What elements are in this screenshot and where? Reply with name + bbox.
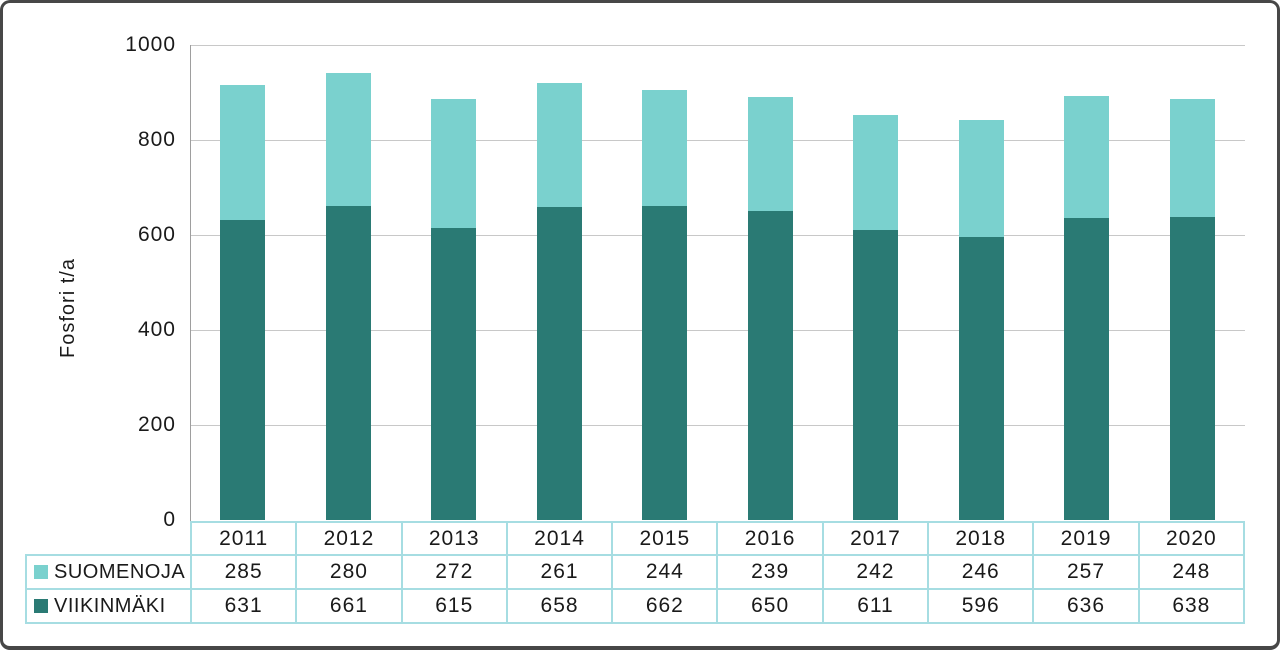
- gridline: [190, 235, 1245, 236]
- bar-segment-viikinmäki: [747, 211, 793, 520]
- gridline: [190, 330, 1245, 331]
- year-header-cell: 2016: [716, 521, 824, 556]
- bar-segment-viikinmäki: [1064, 218, 1110, 520]
- value-cell: 244: [611, 554, 719, 590]
- value-cell: 248: [1137, 554, 1246, 590]
- y-tick-label: 800: [137, 128, 176, 151]
- data-table: 2011 2012 2013 2014 2015 2016 2017 2018 2019 2020…: [25, 521, 1246, 624]
- year-header-cell: 2011: [189, 521, 298, 556]
- value-cell: 246: [927, 554, 1035, 590]
- gridline: [190, 45, 1245, 46]
- bar-segment-viikinmäki: [536, 207, 582, 520]
- bar-segment-suomenoja: [747, 97, 793, 211]
- bar-segment-suomenoja: [853, 115, 899, 230]
- y-axis-title: Fosfori t/a: [57, 258, 79, 358]
- bar-segment-suomenoja: [642, 90, 688, 206]
- year-header-cell: 2017: [821, 521, 930, 556]
- bar-segment-viikinmäki: [958, 237, 1004, 520]
- value-cell: 280: [295, 554, 403, 590]
- bar-segment-suomenoja: [220, 85, 266, 220]
- legend-series-label: SUOMENOJA: [54, 560, 186, 583]
- y-tick-label: 1000: [125, 33, 176, 56]
- bar-segment-viikinmäki: [853, 230, 899, 520]
- value-cell: 615: [400, 588, 508, 624]
- year-header-cell: 2015: [611, 521, 719, 556]
- year-header-cell: 2020: [1137, 521, 1246, 556]
- bar-segment-suomenoja: [1064, 96, 1110, 218]
- value-cell: 272: [400, 554, 508, 590]
- bar-segment-suomenoja: [325, 73, 371, 206]
- value-cell: 631: [189, 588, 298, 624]
- year-header-cell: 2018: [927, 521, 1035, 556]
- gridline: [190, 425, 1245, 426]
- bar-segment-suomenoja: [1169, 99, 1215, 217]
- bar-segment-viikinmäki: [1169, 217, 1215, 520]
- bar-segment-suomenoja: [431, 99, 477, 228]
- year-header-cell: 2013: [400, 521, 508, 556]
- value-cell: 636: [1032, 588, 1140, 624]
- year-header-cell: 2014: [505, 521, 614, 556]
- legend-cell: VIIKINMÄKI: [25, 588, 192, 624]
- value-cell: 242: [821, 554, 930, 590]
- bar-segment-viikinmäki: [431, 228, 477, 520]
- bar-segment-suomenoja: [536, 83, 582, 207]
- bar-segment-viikinmäki: [325, 206, 371, 520]
- legend-swatch-icon: [34, 564, 48, 579]
- value-cell: 285: [189, 554, 298, 590]
- value-cell: 650: [716, 588, 824, 624]
- y-tick-label: 200: [137, 413, 176, 436]
- value-cell: 611: [821, 588, 930, 624]
- year-header-cell: 2012: [295, 521, 403, 556]
- value-cell: 638: [1137, 588, 1246, 624]
- bar-segment-viikinmäki: [642, 206, 688, 520]
- legend-cell: SUOMENOJA: [25, 554, 192, 590]
- table-row: VIIKINMÄKI 631 661 615 658 662 650 611 596 636 638: [25, 588, 1246, 624]
- y-tick-label: 600: [137, 223, 176, 246]
- year-header-cell: 2019: [1032, 521, 1140, 556]
- value-cell: 658: [505, 588, 614, 624]
- bar-segment-viikinmäki: [220, 220, 266, 520]
- y-axis-line: [190, 45, 191, 521]
- table-header-row: 2011 2012 2013 2014 2015 2016 2017 2018 2019 2020: [26, 521, 1246, 556]
- y-tick-label: 0: [163, 508, 176, 531]
- value-cell: 661: [295, 588, 403, 624]
- value-cell: 257: [1032, 554, 1140, 590]
- value-cell: 662: [611, 588, 719, 624]
- value-cell: 261: [505, 554, 614, 590]
- table-row: SUOMENOJA 285 280 272 261 244 239 242 246 257 248: [25, 554, 1246, 590]
- value-cell: 239: [716, 554, 824, 590]
- legend-swatch-icon: [34, 598, 48, 613]
- y-tick-label: 400: [137, 318, 176, 341]
- value-cell: 596: [927, 588, 1035, 624]
- bar-segment-suomenoja: [958, 120, 1004, 237]
- legend-series-label: VIIKINMÄKI: [54, 594, 166, 617]
- gridline: [190, 140, 1245, 141]
